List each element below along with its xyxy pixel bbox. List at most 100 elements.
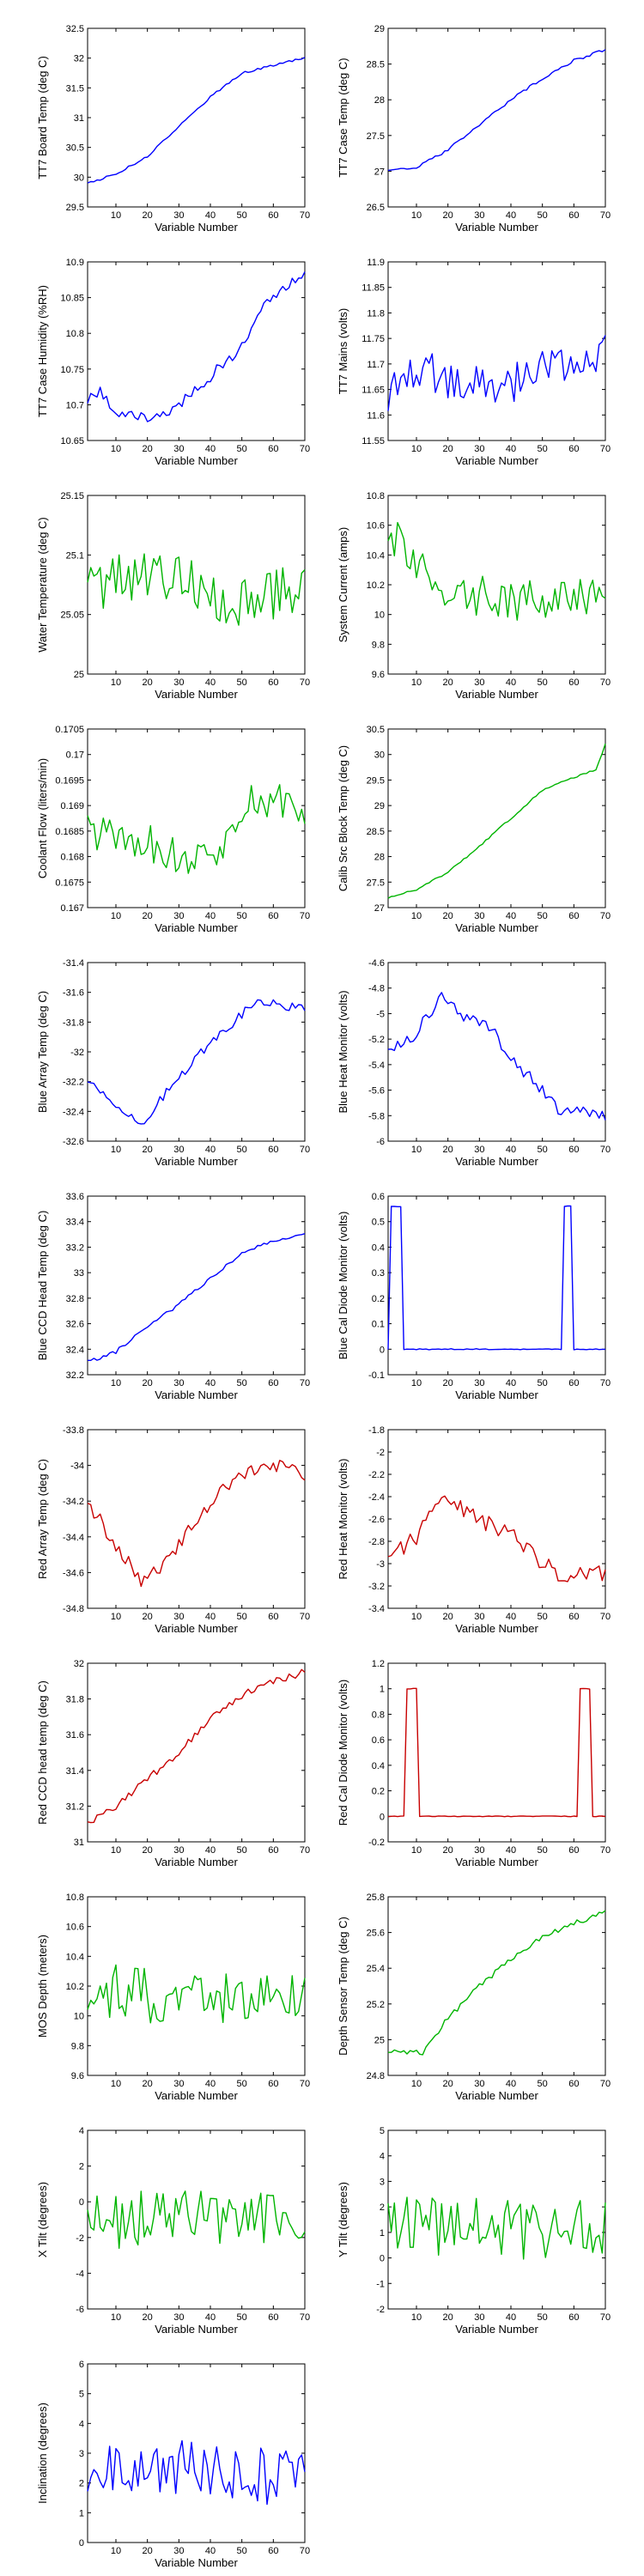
x-tick-label: 30 — [173, 1145, 184, 1155]
y-tick-label: 11.7 — [367, 360, 385, 370]
x-tick-label: 20 — [443, 210, 453, 221]
y-tick-label: 3 — [79, 2449, 84, 2459]
x-tick-label: 10 — [111, 677, 121, 688]
series-line — [387, 992, 606, 1121]
x-tick-label: 70 — [300, 677, 310, 688]
x-tick-label: 10 — [111, 1612, 121, 1622]
x-tick-label: 10 — [111, 2079, 121, 2089]
y-tick-label: 0 — [79, 2538, 84, 2549]
x-tick-label: 20 — [143, 1378, 153, 1388]
y-tick-label: 5 — [79, 2390, 84, 2400]
y-tick-label: 29.5 — [66, 203, 84, 213]
y-tick-label: 0.17 — [66, 750, 84, 761]
x-tick-label: 10 — [411, 2312, 422, 2323]
y-tick-label: 0 — [79, 2197, 84, 2208]
y-tick-label: 11.75 — [361, 334, 385, 344]
plot-frame — [87, 2363, 306, 2543]
x-tick-label: 70 — [300, 1612, 310, 1622]
x-tick-label: 60 — [568, 2312, 579, 2323]
y-tick-label: -4.6 — [368, 958, 385, 969]
chart-panel-13: 10 20 30 40 50 60 70 -3.4 -3.2 -3 -2.8 -2.6 -2.4 -2.2… — [337, 1425, 611, 1635]
y-tick-label: 33.2 — [66, 1242, 84, 1253]
series-line — [387, 1495, 606, 1583]
y-tick-label: 10.75 — [60, 365, 84, 375]
x-tick-label: 10 — [111, 2312, 121, 2323]
x-axis-label: Variable Number — [455, 688, 538, 701]
y-tick-label: 9.6 — [71, 2071, 84, 2081]
chart-panel-6: 10 20 30 40 50 60 70 0.167 0.1675 0.168 0.1685 0.16… — [36, 725, 310, 934]
x-tick-label: 10 — [111, 2546, 121, 2556]
y-tick-label: 10.8 — [66, 329, 84, 339]
x-axis-label: Variable Number — [155, 688, 238, 701]
y-tick-label: 0.1685 — [55, 827, 84, 837]
series-line — [87, 1668, 306, 1824]
y-tick-label: 0.5 — [372, 1218, 385, 1228]
x-tick-label: 40 — [506, 677, 516, 688]
x-tick-label: 60 — [568, 677, 579, 688]
x-tick-label: 50 — [538, 1845, 548, 1856]
x-axis-label: Variable Number — [155, 921, 238, 934]
chart-panel-20: 10 20 30 40 50 60 70 0 1 2 3 4 5 6 Variable Number Incl… — [36, 2360, 310, 2569]
y-tick-label: 0 — [380, 1345, 385, 1355]
y-tick-label: 0.1705 — [55, 725, 84, 735]
y-tick-label: 10.85 — [60, 294, 84, 304]
y-tick-label: 10.6 — [367, 521, 385, 532]
y-tick-label: -0.1 — [368, 1370, 385, 1381]
x-tick-label: 10 — [111, 1845, 121, 1856]
x-tick-label: 40 — [506, 1612, 516, 1622]
x-tick-label: 20 — [443, 911, 453, 921]
plot-frame — [87, 495, 306, 675]
x-tick-label: 50 — [538, 2079, 548, 2089]
y-tick-label: 0 — [380, 2254, 385, 2264]
x-tick-label: 30 — [173, 677, 184, 688]
chart-panel-8: 10 20 30 40 50 60 70 -32.6 -32.4 -32.2 -32 -31.8 -31… — [36, 958, 310, 1168]
x-tick-label: 20 — [143, 2312, 153, 2323]
y-tick-label: 0.8 — [372, 1710, 385, 1720]
series-line — [387, 49, 606, 172]
y-tick-label: 10.9 — [66, 258, 84, 268]
chart-panel-7: 10 20 30 40 50 60 70 27 27.5 28 28.5 29 29.5 30 30.5 Va… — [337, 725, 611, 934]
x-tick-label: 60 — [268, 1378, 278, 1388]
chart-panel-3: 10 20 30 40 50 60 70 11.55 11.6 11.65 11.7 11.75 11.… — [337, 258, 611, 467]
y-tick-label: 31.8 — [66, 1695, 84, 1705]
x-tick-label: 50 — [237, 1378, 247, 1388]
x-axis-label: Variable Number — [155, 1155, 238, 1168]
chart-panel-9: 10 20 30 40 50 60 70 -6 -5.8 -5.6 -5.4 -5.2 -5 -4.8 -4… — [337, 958, 611, 1168]
y-axis-label: TT7 Case Humidity (%RH) — [36, 285, 49, 417]
y-tick-label: 10.7 — [66, 400, 84, 410]
x-tick-label: 50 — [237, 677, 247, 688]
x-tick-label: 40 — [205, 1145, 216, 1155]
chart-panel-16: 10 20 30 40 50 60 70 9.6 9.8 10 10.2 10.4 10.6 10.8 Va… — [36, 1893, 310, 2102]
y-tick-label: 1.2 — [372, 1659, 385, 1669]
x-tick-label: 50 — [538, 1145, 548, 1155]
series-line — [88, 1233, 306, 1361]
x-axis-label: Variable Number — [155, 221, 238, 234]
x-tick-label: 30 — [474, 2079, 484, 2089]
series-line — [388, 1910, 606, 2056]
chart-panel-15: 10 20 30 40 50 60 70 -0.2 0 0.2 0.4 0.6 0.8 1 1.2 Varia… — [337, 1659, 611, 1868]
y-axis-label: Red Array Temp (deg C) — [36, 1459, 49, 1579]
y-tick-label: 10 — [374, 611, 385, 621]
y-axis-label: Red CCD head temp (deg C) — [36, 1680, 49, 1825]
plot-frame — [87, 728, 306, 908]
chart-panel-19: 10 20 30 40 50 60 70 -2 -1 0 1 2 3 4 5 Variable Number Y… — [337, 2126, 611, 2336]
x-axis-label: Variable Number — [155, 2089, 238, 2102]
y-tick-label: 0.2 — [372, 1787, 385, 1797]
y-tick-label: 4 — [380, 2152, 385, 2162]
y-tick-label: -3 — [376, 1559, 385, 1570]
series-line — [87, 57, 306, 184]
x-tick-label: 40 — [205, 210, 216, 221]
x-tick-label: 40 — [205, 911, 216, 921]
series-line — [387, 2196, 606, 2260]
series-line — [387, 743, 606, 899]
x-tick-label: 70 — [300, 1145, 310, 1155]
x-tick-label: 10 — [111, 210, 121, 221]
x-tick-label: 70 — [600, 2079, 611, 2089]
plot-frame — [387, 962, 606, 1142]
y-tick-label: 26.5 — [367, 203, 385, 213]
x-tick-label: 70 — [300, 444, 310, 454]
y-tick-label: 32 — [74, 1659, 84, 1669]
x-tick-label: 20 — [143, 2079, 153, 2089]
y-tick-label: 30 — [374, 750, 385, 761]
